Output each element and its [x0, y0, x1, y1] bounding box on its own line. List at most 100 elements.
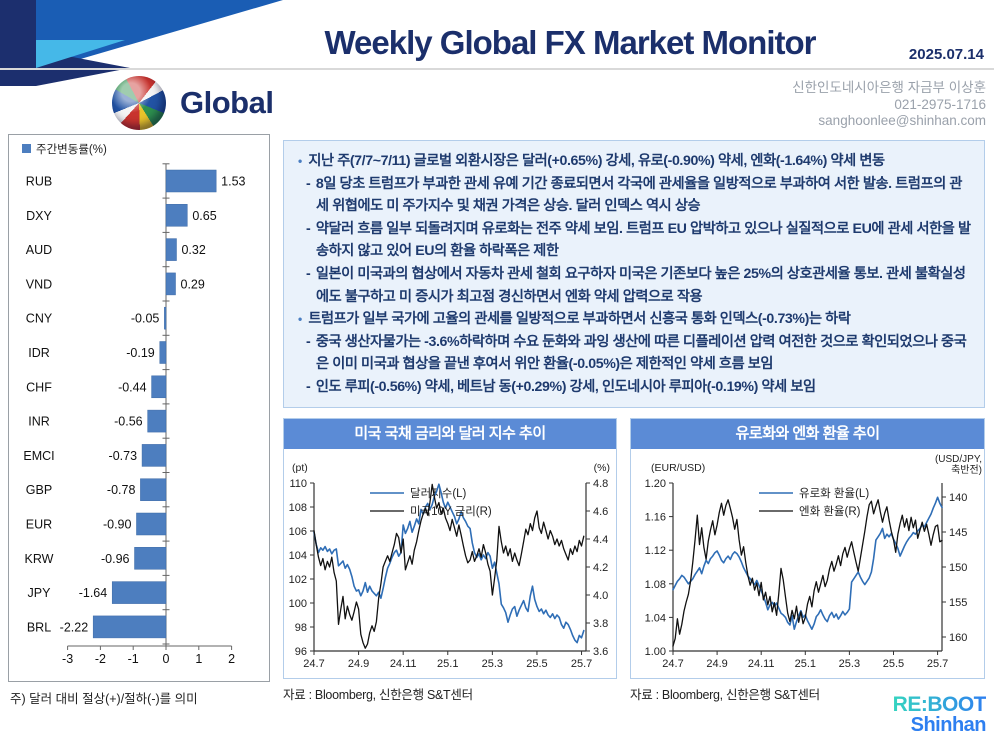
svg-text:CHF: CHF: [26, 380, 52, 394]
svg-text:24.11: 24.11: [390, 658, 417, 670]
page-title: Weekly Global FX Market Monitor: [324, 24, 817, 61]
svg-text:-2: -2: [95, 652, 106, 666]
chart-title-us-rates: 미국 국채 금리와 달러 지수 추이: [284, 419, 616, 449]
svg-text:0.65: 0.65: [192, 209, 216, 223]
svg-text:24.9: 24.9: [348, 658, 369, 670]
svg-text:(%): (%): [594, 462, 610, 474]
svg-text:1.12: 1.12: [645, 545, 666, 557]
svg-text:-1: -1: [128, 652, 139, 666]
svg-text:25.7: 25.7: [571, 658, 592, 670]
svg-text:108: 108: [289, 502, 307, 514]
contact-org: 신한인도네시아은행 자금부 이상훈: [792, 80, 986, 95]
svg-text:110: 110: [289, 478, 307, 490]
svg-text:98: 98: [295, 622, 307, 634]
bullet-dash-icon: -: [306, 378, 311, 395]
svg-text:3.8: 3.8: [593, 618, 608, 630]
svg-text:KRW: KRW: [25, 552, 54, 566]
svg-text:-0.96: -0.96: [101, 552, 130, 566]
weekly-change-bar-chart: 주간변동률(%) -3 -2 -1 0 1 2 RUB 1.53 DXY 0.65 AUD 0.32 VN…: [22, 143, 246, 666]
svg-text:-0.19: -0.19: [126, 346, 155, 360]
svg-text:1.08: 1.08: [645, 579, 666, 591]
svg-text:-2.22: -2.22: [60, 620, 89, 634]
bullet-dot-icon: •: [298, 312, 302, 327]
svg-text:(pt): (pt): [292, 462, 308, 474]
svg-text:106: 106: [289, 526, 307, 538]
svg-text:미국10Y 금리(R): 미국10Y 금리(R): [410, 505, 492, 518]
svg-text:145: 145: [949, 527, 967, 539]
bullet-dash-icon: -: [306, 333, 311, 350]
svg-text:104: 104: [289, 550, 307, 562]
svg-text:DXY: DXY: [26, 209, 52, 223]
globe-logo-icon: [112, 76, 166, 130]
svg-text:-3: -3: [62, 652, 73, 666]
svg-text:1.20: 1.20: [645, 478, 666, 490]
contact-email[interactable]: sanghoonlee@shinhan.com: [818, 113, 986, 128]
svg-text:INR: INR: [28, 415, 50, 429]
weekly-change-chart-panel: 주간변동률(%) -3 -2 -1 0 1 2 RUB 1.53 DXY 0.65 AUD 0.32 VN…: [8, 134, 270, 682]
us-rates-dollar-card: 미국 국채 금리와 달러 지수 추이 110 108 106 104 102 100 98 9…: [283, 418, 617, 679]
svg-text:102: 102: [289, 574, 307, 586]
svg-text:25.1: 25.1: [437, 658, 458, 670]
svg-text:엔화 환율(R): 엔화 환율(R): [799, 505, 861, 518]
svg-text:-0.44: -0.44: [118, 380, 147, 394]
svg-text:(EUR/USD): (EUR/USD): [651, 462, 705, 474]
report-date: 2025.07.14: [908, 46, 984, 63]
svg-text:4.4: 4.4: [593, 534, 608, 546]
svg-text:24.11: 24.11: [748, 658, 775, 670]
contact-block: 신한인도네시아은행 자금부 이상훈 021-2975-1716 sanghoon…: [792, 80, 986, 130]
svg-text:-0.05: -0.05: [131, 312, 160, 326]
svg-text:100: 100: [289, 598, 307, 610]
svg-text:140: 140: [949, 492, 967, 504]
svg-text:1.53: 1.53: [221, 175, 245, 189]
svg-text:(USD/JPY,: (USD/JPY,: [935, 454, 982, 465]
svg-text:155: 155: [949, 597, 967, 609]
svg-text:-0.56: -0.56: [114, 415, 143, 429]
svg-text:IDR: IDR: [28, 346, 50, 360]
commentary-sub-item: - 약달러 흐름 일부 되돌려지며 유로화는 전주 약세 보임. 트럼프 EU …: [306, 220, 971, 260]
svg-text:AUD: AUD: [26, 243, 52, 257]
contact-phone: 021-2975-1716: [894, 96, 986, 112]
svg-text:0.29: 0.29: [181, 277, 205, 291]
commentary-box: • 지난 주(7/7~7/11) 글로벌 외환시장은 달러(+0.65%) 강세…: [283, 140, 985, 408]
svg-text:-0.73: -0.73: [109, 449, 138, 463]
svg-text:주간변동률(%): 주간변동률(%): [36, 143, 107, 156]
bullet-dash-icon: -: [306, 175, 311, 192]
svg-text:-1.64: -1.64: [79, 586, 108, 600]
us-rates-dollar-chart: 110 108 106 104 102 100 98 96 4.8 4.6 4.4 4.2 4.0 3.8…: [289, 462, 610, 670]
svg-text:24.9: 24.9: [706, 658, 727, 670]
svg-text:4.0: 4.0: [593, 590, 608, 602]
svg-text:0.32: 0.32: [181, 243, 205, 257]
svg-text:25.3: 25.3: [482, 658, 503, 670]
svg-text:4.8: 4.8: [593, 478, 608, 490]
svg-text:EUR: EUR: [26, 518, 52, 532]
svg-text:BRL: BRL: [27, 620, 51, 634]
bullet-dash-icon: -: [306, 265, 311, 282]
svg-text:24.7: 24.7: [303, 658, 324, 670]
section-title: Global: [180, 85, 274, 120]
svg-text:160: 160: [949, 632, 967, 644]
commentary-bullet-item: • 지난 주(7/7~7/11) 글로벌 외환시장은 달러(+0.65%) 강세…: [298, 153, 885, 169]
svg-text:VND: VND: [26, 277, 52, 291]
svg-text:4.2: 4.2: [593, 562, 608, 574]
svg-text:유로화 환율(L): 유로화 환율(L): [799, 487, 869, 500]
svg-text:CNY: CNY: [26, 312, 53, 326]
svg-text:1: 1: [195, 652, 202, 666]
eur-jpy-chart: 1.20 1.16 1.12 1.08 1.04 1.00 140 145 150 155 160 2…: [645, 454, 982, 670]
svg-text:축반전): 축반전): [951, 464, 982, 476]
svg-text:GBP: GBP: [26, 483, 52, 497]
svg-text:EMCI: EMCI: [23, 449, 54, 463]
svg-text:3.6: 3.6: [593, 646, 608, 658]
svg-text:4.6: 4.6: [593, 506, 608, 518]
reboot-shinhan-logo: RE:BOOT Shinhan: [893, 694, 987, 736]
bar-chart-note: 주) 달러 대비 절상(+)/절하(-)를 의미: [10, 692, 198, 706]
brand: Global: [112, 76, 274, 130]
header-flag-decoration: [0, 0, 283, 86]
header-divider: [0, 68, 994, 70]
svg-text:1.16: 1.16: [645, 512, 666, 524]
svg-text:24.7: 24.7: [662, 658, 683, 670]
commentary-sub-item: - 인도 루피(-0.56%) 약세, 베트남 동(+0.29%) 강세, 인도…: [306, 378, 816, 395]
svg-text:1.04: 1.04: [645, 612, 666, 624]
chart1-source: 자료 : Bloomberg, 신한은행 S&T센터: [283, 688, 473, 702]
bullet-dash-icon: -: [306, 220, 311, 237]
svg-text:RUB: RUB: [26, 175, 52, 189]
